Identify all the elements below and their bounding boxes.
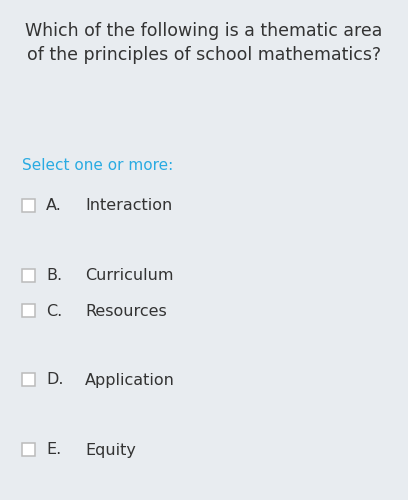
Text: Select one or more:: Select one or more:: [22, 158, 173, 173]
Text: Which of the following is a thematic area: Which of the following is a thematic are…: [25, 22, 383, 40]
Text: D.: D.: [46, 372, 64, 388]
Text: C.: C.: [46, 304, 62, 318]
Text: of the principles of school mathematics?: of the principles of school mathematics?: [27, 46, 381, 64]
Bar: [22, 373, 35, 386]
Text: Interaction: Interaction: [85, 198, 172, 214]
Bar: [22, 199, 35, 212]
Text: Resources: Resources: [85, 304, 167, 318]
Text: Equity: Equity: [85, 442, 136, 458]
Text: A.: A.: [46, 198, 62, 214]
Text: Curriculum: Curriculum: [85, 268, 173, 283]
Bar: [22, 443, 35, 456]
Text: E.: E.: [46, 442, 61, 458]
Text: Application: Application: [85, 372, 175, 388]
Text: B.: B.: [46, 268, 62, 283]
Bar: [22, 304, 35, 317]
Bar: [22, 269, 35, 282]
